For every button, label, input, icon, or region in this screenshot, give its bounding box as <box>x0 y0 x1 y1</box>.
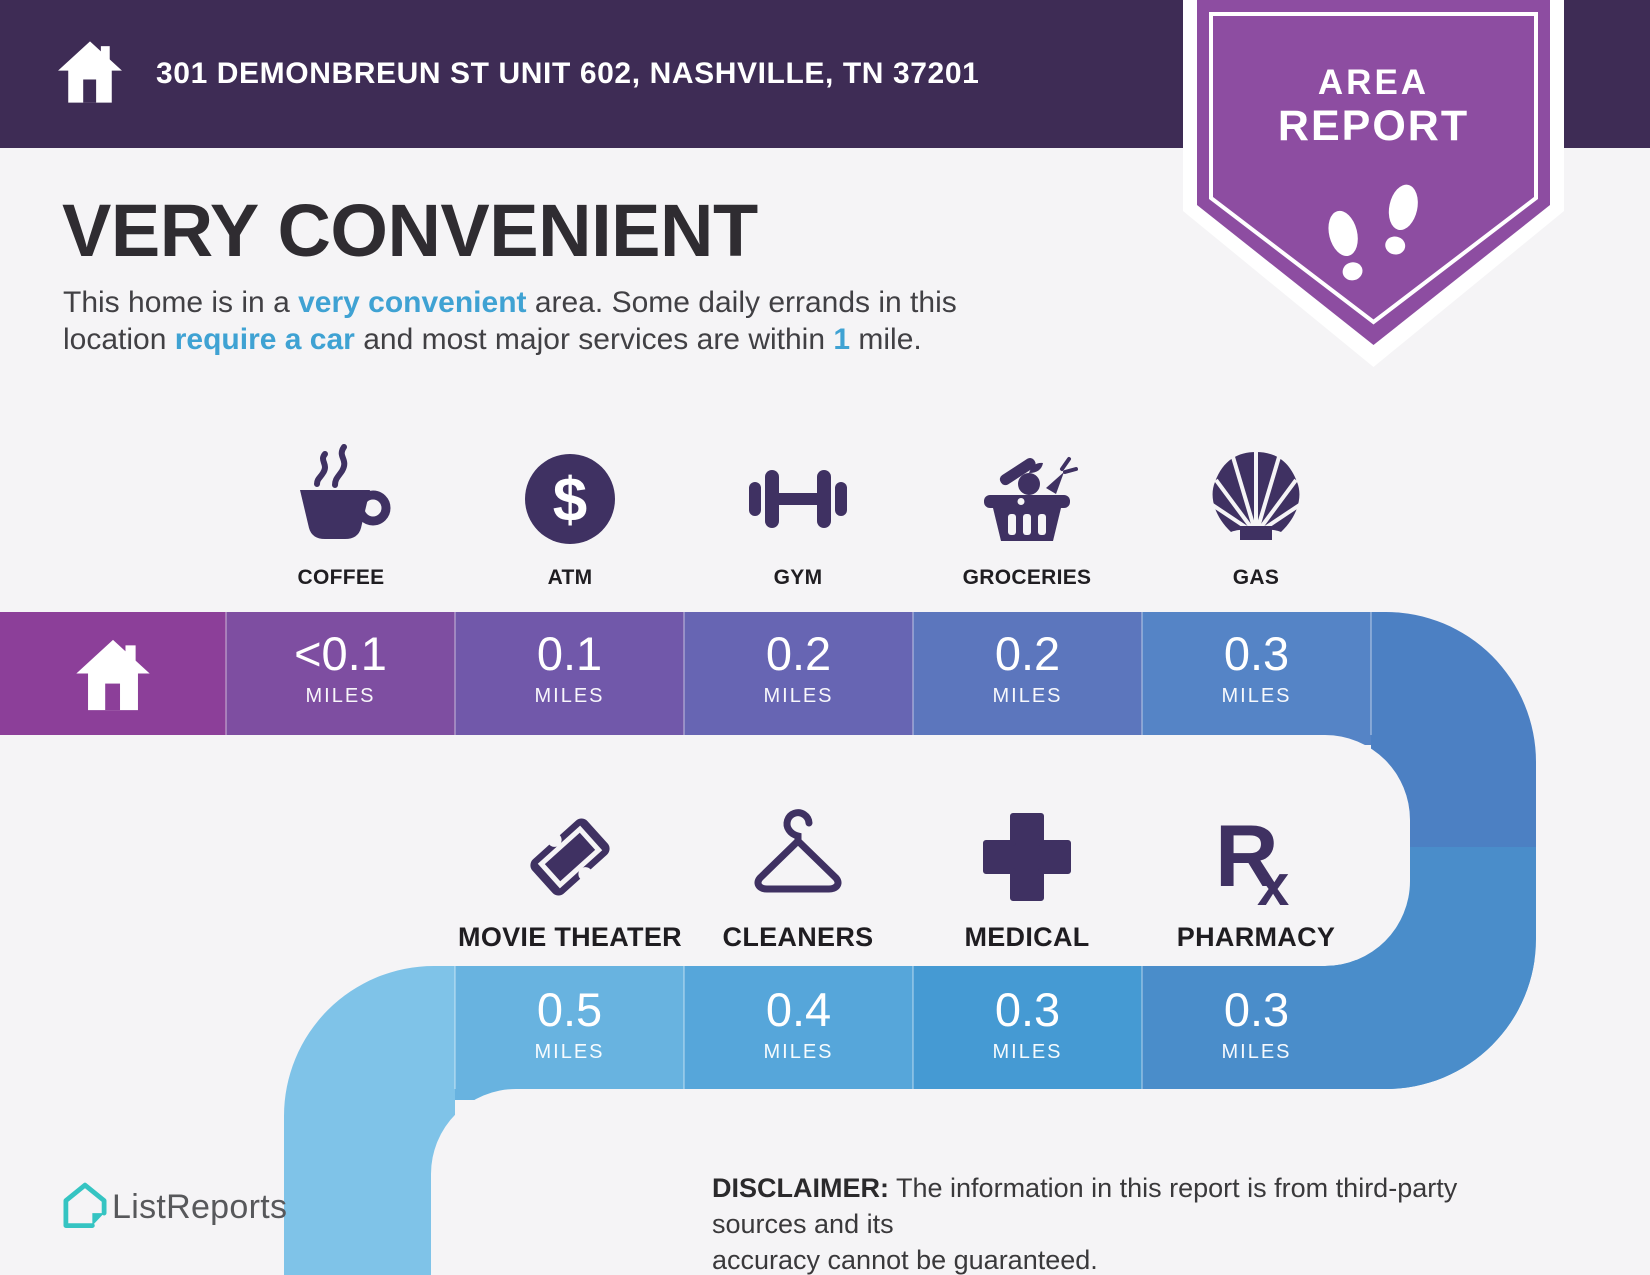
disclaimer: DISCLAIMER: The information in this repo… <box>712 1170 1542 1275</box>
dollar-circle-icon: $ <box>525 454 615 544</box>
disclaimer-label: DISCLAIMER: <box>712 1173 889 1203</box>
segment-gym <box>684 612 913 745</box>
para-accent: very convenient <box>298 286 527 319</box>
grocery-basket-icon <box>984 457 1078 541</box>
description-paragraph: This home is in a very convenient area. … <box>63 284 1143 358</box>
distance-value: 0.3 <box>1223 627 1290 680</box>
segment-cleaners <box>684 960 913 1100</box>
para-text: This home is in a <box>63 286 299 319</box>
coffee-cup-icon <box>300 444 391 539</box>
home-icon <box>76 639 150 711</box>
poi-label: ATM <box>547 566 593 589</box>
dumbbell-icon <box>749 470 847 528</box>
para-text: mile. <box>850 323 922 356</box>
property-address: 301 DEMONBREUN ST UNIT 602, NASHVILLE, T… <box>156 57 980 90</box>
segment-medical <box>913 960 1142 1100</box>
disclaimer-text-line2: accuracy cannot be guaranteed. <box>712 1245 1098 1275</box>
distance-value: 0.3 <box>1223 983 1290 1036</box>
distance-value: 0.2 <box>765 627 832 680</box>
segment-movie-theater <box>455 960 684 1100</box>
poi-label: MEDICAL <box>964 922 1090 952</box>
segment-gas <box>1142 612 1371 745</box>
distance-unit: MILES <box>992 685 1063 707</box>
svg-text:R: R <box>1215 806 1279 905</box>
distance-value: 0.5 <box>536 983 603 1036</box>
hanger-icon <box>754 809 842 893</box>
poi-label: MOVIE THEATER <box>458 922 682 952</box>
distance-value: 0.2 <box>994 627 1061 680</box>
poi-label: CLEANERS <box>722 922 874 952</box>
distance-unit: MILES <box>763 1041 834 1063</box>
para-accent: 1 <box>833 323 851 356</box>
gas-shell-icon <box>1209 452 1303 540</box>
distance-value: 0.3 <box>994 983 1061 1036</box>
home-icon-door <box>83 79 97 103</box>
badge-line1: AREA <box>1318 63 1429 102</box>
medical-cross-icon <box>983 813 1071 901</box>
segment-coffee <box>226 612 455 745</box>
poi-label: GYM <box>773 566 823 589</box>
distance-unit: MILES <box>1221 1041 1292 1063</box>
distance-unit: MILES <box>992 1041 1063 1063</box>
svg-text:x: x <box>1257 853 1289 912</box>
distance-unit: MILES <box>534 1041 605 1063</box>
poi-label: GAS <box>1232 566 1280 589</box>
home-icon <box>58 41 122 103</box>
poi-label: GROCERIES <box>962 566 1092 589</box>
listreports-logo-icon <box>63 1182 107 1228</box>
poi-label: PHARMACY <box>1176 922 1336 952</box>
segment-turn-right-upper <box>1371 612 1536 847</box>
distance-unit: MILES <box>534 685 605 707</box>
page-title: VERY CONVENIENT <box>62 189 758 272</box>
segment-groceries <box>913 612 1142 745</box>
brand-name: ListReports <box>112 1188 288 1226</box>
para-text: and most major services are within <box>354 323 834 356</box>
para-text: area. Some daily errands in this <box>526 286 957 319</box>
segment-atm <box>455 612 684 745</box>
disclaimer-text: The information in this report is from t… <box>712 1173 1458 1239</box>
badge-line2: REPORT <box>1278 102 1469 150</box>
distance-value: 0.4 <box>765 983 832 1036</box>
distance-unit: MILES <box>763 685 834 707</box>
para-text: location <box>63 323 175 356</box>
distance-value: <0.1 <box>294 627 387 680</box>
poi-label: COFFEE <box>297 566 385 589</box>
distance-unit: MILES <box>1221 685 1292 707</box>
area-report-badge: AREA REPORT <box>1183 0 1564 367</box>
rx-icon: R x <box>1215 806 1289 912</box>
svg-text:$: $ <box>553 466 587 535</box>
para-accent: require a car <box>174 323 355 356</box>
segment-seams <box>225 612 1372 1089</box>
distance-value: 0.1 <box>536 627 603 680</box>
home-icon-door <box>105 683 121 711</box>
distance-unit: MILES <box>305 685 376 707</box>
movie-ticket-icon <box>530 818 610 896</box>
footprints-icon <box>1328 184 1418 281</box>
